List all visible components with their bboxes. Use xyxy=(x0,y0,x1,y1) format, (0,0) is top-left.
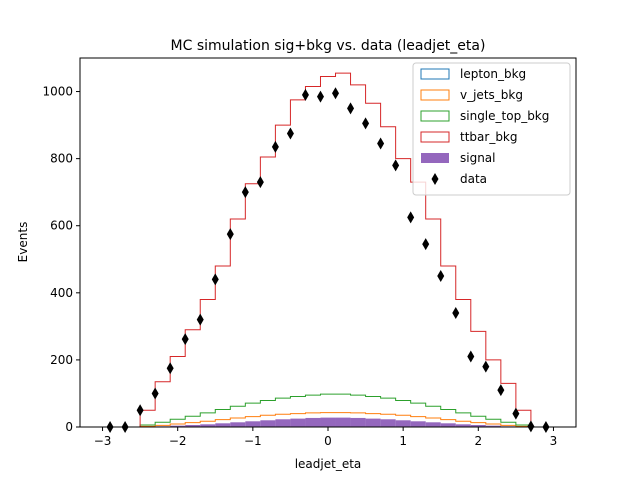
signal-bar xyxy=(320,417,336,427)
y-tick-label: 0 xyxy=(65,420,73,434)
data-point xyxy=(181,333,189,346)
legend-swatch xyxy=(420,131,450,143)
signal-bar xyxy=(470,424,486,427)
single_top_bkg-step-line xyxy=(110,393,546,428)
signal-bar xyxy=(185,424,201,427)
data-point xyxy=(527,420,535,433)
x-axis-label: leadjet_eta xyxy=(295,457,362,471)
x-tick-label: 3 xyxy=(550,434,558,448)
legend-label: ttbar_bkg xyxy=(460,130,518,144)
signal-bar xyxy=(275,419,291,427)
data-point xyxy=(241,186,249,199)
y-tick-label: 400 xyxy=(50,286,73,300)
x-tick-label: 1 xyxy=(399,434,407,448)
legend-item-lepton_bkg: lepton_bkg xyxy=(420,67,526,81)
chart-title: MC simulation sig+bkg vs. data (leadjet_… xyxy=(171,38,486,54)
x-tick-label: −1 xyxy=(244,434,262,448)
legend-marker xyxy=(431,173,439,185)
data-point xyxy=(482,360,490,373)
x-tick-label: 0 xyxy=(324,434,332,448)
y-tick-label: 200 xyxy=(50,353,73,367)
signal-bar xyxy=(425,422,441,427)
signal-bars xyxy=(140,417,531,427)
signal-bar xyxy=(335,417,351,427)
data-point xyxy=(362,117,370,130)
legend-item-v_jets_bkg: v_jets_bkg xyxy=(420,88,523,102)
x-tick-label: −3 xyxy=(94,434,112,448)
data-point xyxy=(392,159,400,172)
legend-swatch xyxy=(420,110,450,122)
signal-bar xyxy=(350,417,366,427)
legend: lepton_bkg v_jets_bkg single_top_bkg ttbar_… xyxy=(412,62,571,196)
data-point xyxy=(301,88,309,101)
data-point xyxy=(196,313,204,326)
signal-bar xyxy=(170,425,186,427)
signal-bar xyxy=(245,421,261,427)
legend-label: signal xyxy=(460,151,496,165)
data-point xyxy=(347,102,355,115)
v_jets_bkg-step-line xyxy=(110,412,546,428)
x-tick-label: 2 xyxy=(474,434,482,448)
signal-bar xyxy=(365,418,381,427)
plot-area xyxy=(79,57,577,433)
signal-bar xyxy=(305,417,321,427)
data-point xyxy=(286,127,294,140)
signal-bar xyxy=(260,420,276,427)
legend-swatch xyxy=(421,153,449,163)
legend-item-single_top_bkg: single_top_bkg xyxy=(420,109,549,123)
y-tick-label: 800 xyxy=(50,152,73,166)
data-point xyxy=(211,273,219,286)
data-point xyxy=(467,350,475,363)
x-axis-ticks: −3 −2 −1 0 1 2 3 xyxy=(94,427,558,448)
legend-label: data xyxy=(460,172,487,186)
data-point xyxy=(166,362,174,375)
data-point xyxy=(452,306,460,319)
y-axis-ticks: 0 200 400 600 800 1000 xyxy=(42,85,80,434)
data-point xyxy=(512,407,520,420)
data-point xyxy=(226,228,234,241)
signal-bar xyxy=(230,422,246,427)
data-point xyxy=(256,176,264,189)
signal-bar xyxy=(395,420,411,427)
y-axis-label: Events xyxy=(16,222,30,263)
data-point xyxy=(151,387,159,400)
data-point xyxy=(332,87,340,100)
legend-frame xyxy=(412,62,571,196)
y-tick-label: 1000 xyxy=(42,85,73,99)
data-point xyxy=(377,137,385,150)
legend-label: single_top_bkg xyxy=(460,109,549,123)
signal-bar xyxy=(455,424,471,427)
data-point xyxy=(271,140,279,153)
ttbar_bkg-step-line xyxy=(110,72,546,428)
data-points xyxy=(106,87,550,433)
legend-item-data: data xyxy=(431,172,487,186)
y-tick-label: 600 xyxy=(50,219,73,233)
signal-bar xyxy=(215,423,231,427)
signal-bar xyxy=(410,421,426,427)
data-point xyxy=(136,404,144,417)
x-tick-label: −2 xyxy=(169,434,187,448)
legend-label: lepton_bkg xyxy=(460,67,526,81)
signal-bar xyxy=(380,419,396,427)
legend-swatch xyxy=(420,68,450,80)
legend-swatch xyxy=(420,89,450,101)
legend-label: v_jets_bkg xyxy=(460,88,523,102)
signal-bar xyxy=(290,418,306,427)
legend-item-signal: signal xyxy=(421,151,496,165)
data-point xyxy=(437,270,445,283)
signal-bar xyxy=(200,424,216,427)
data-point xyxy=(497,384,505,397)
data-point xyxy=(422,238,430,251)
data-point xyxy=(407,211,415,224)
signal-bar xyxy=(440,423,456,427)
data-point xyxy=(316,90,324,103)
signal-bar xyxy=(485,425,501,427)
legend-item-ttbar_bkg: ttbar_bkg xyxy=(420,130,518,144)
